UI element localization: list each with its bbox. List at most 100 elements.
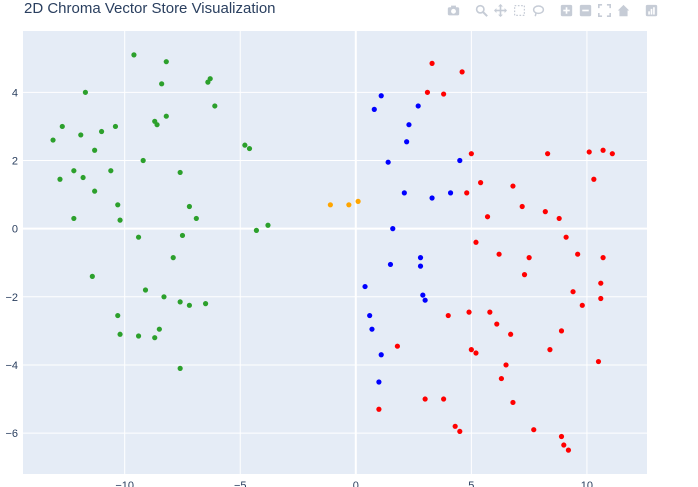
scatter-point[interactable] [385, 159, 391, 165]
scatter-point[interactable] [542, 209, 548, 215]
scatter-point[interactable] [441, 396, 447, 402]
pan-icon[interactable] [492, 2, 508, 18]
scatter-point[interactable] [468, 347, 474, 353]
scatter-point[interactable] [115, 202, 121, 208]
scatter-point[interactable] [422, 297, 428, 303]
scatter-point[interactable] [510, 399, 516, 406]
scatter-point[interactable] [253, 227, 260, 233]
plotly-logo-icon[interactable] [643, 2, 659, 18]
scatter-point[interactable] [496, 251, 502, 257]
scatter-point[interactable] [115, 312, 121, 319]
scatter-point[interactable] [464, 190, 470, 196]
scatter-point[interactable] [570, 289, 576, 295]
scatter-point[interactable] [609, 151, 615, 157]
scatter-point[interactable] [179, 232, 186, 239]
scatter-point[interactable] [378, 352, 384, 358]
scatter-point[interactable] [202, 301, 209, 307]
scatter-point[interactable] [156, 326, 162, 332]
scatter-point[interactable] [327, 202, 333, 208]
scatter-point[interactable] [135, 234, 142, 240]
zoom-icon[interactable] [473, 2, 489, 18]
lasso-select-icon[interactable] [530, 2, 546, 18]
scatter-point[interactable] [82, 89, 88, 95]
scatter-point[interactable] [556, 215, 562, 222]
scatter-point[interactable] [417, 255, 424, 261]
scatter-point[interactable] [565, 447, 572, 453]
scatter-point[interactable] [558, 328, 565, 334]
scatter-point[interactable] [598, 295, 604, 302]
scatter-point[interactable] [484, 214, 491, 220]
scatter-point[interactable] [457, 428, 463, 435]
scatter-point[interactable] [519, 203, 525, 210]
scatter-point[interactable] [193, 215, 199, 222]
scatter-point[interactable] [154, 122, 160, 128]
zoom-in-icon[interactable] [558, 2, 574, 18]
scatter-point[interactable] [92, 188, 98, 194]
scatter-point[interactable] [445, 312, 451, 319]
scatter-point[interactable] [394, 343, 400, 349]
scatter-point[interactable] [401, 190, 407, 196]
scatter-point[interactable] [510, 183, 516, 189]
scatter-point[interactable] [387, 261, 394, 268]
scatter-point[interactable] [242, 142, 248, 148]
scatter-point[interactable] [142, 287, 149, 293]
scatter-point[interactable] [420, 292, 426, 298]
scatter-point[interactable] [376, 406, 382, 412]
scatter-point[interactable] [152, 335, 158, 341]
scatter-point[interactable] [591, 176, 597, 182]
scatter-point[interactable] [117, 331, 123, 337]
scatter-point[interactable] [457, 157, 463, 164]
camera-icon[interactable] [445, 2, 461, 18]
scatter-point[interactable] [494, 321, 500, 327]
scatter-point[interactable] [98, 128, 105, 135]
scatter-point[interactable] [429, 195, 435, 201]
scatter-point[interactable] [50, 137, 56, 143]
scatter-point[interactable] [57, 176, 63, 182]
scatter-point[interactable] [595, 358, 602, 365]
scatter-point[interactable] [159, 81, 165, 87]
scatter-point[interactable] [390, 226, 396, 232]
scatter-point[interactable] [498, 375, 504, 382]
scatter-point[interactable] [508, 331, 514, 337]
scatter-point[interactable] [406, 122, 412, 128]
scatter-point[interactable] [92, 147, 98, 153]
scatter-point[interactable] [531, 427, 537, 433]
scatter-point[interactable] [71, 215, 77, 222]
scatter-point[interactable] [161, 294, 167, 300]
scatter-point[interactable] [367, 312, 373, 319]
scatter-point[interactable] [163, 59, 169, 65]
zoom-out-icon[interactable] [577, 2, 593, 18]
scatter-point[interactable] [265, 222, 271, 228]
scatter-point[interactable] [579, 302, 585, 308]
scatter-point[interactable] [415, 103, 421, 109]
scatter-point[interactable] [80, 174, 86, 181]
scatter-point[interactable] [575, 251, 581, 257]
scatter-point[interactable] [558, 433, 565, 440]
scatter-point[interactable] [422, 396, 428, 402]
scatter-point[interactable] [526, 255, 532, 261]
scatter-point[interactable] [78, 132, 84, 138]
scatter-point[interactable] [478, 180, 484, 186]
scatter-point[interactable] [376, 379, 382, 385]
scatter-point[interactable] [371, 106, 377, 112]
scatter-point[interactable] [186, 203, 192, 210]
scatter-point[interactable] [369, 326, 375, 332]
scatter-point[interactable] [452, 423, 458, 429]
scatter-point[interactable] [140, 157, 146, 164]
autoscale-icon[interactable] [596, 2, 612, 18]
scatter-point[interactable] [362, 283, 368, 290]
scatter-point[interactable] [131, 52, 137, 58]
reset-axes-icon[interactable] [615, 2, 631, 18]
scatter-point[interactable] [89, 273, 95, 279]
scatter-point[interactable] [170, 255, 176, 261]
scatter-point[interactable] [459, 69, 465, 75]
scatter-point[interactable] [441, 91, 447, 97]
box-select-icon[interactable] [511, 2, 527, 18]
scatter-point[interactable] [404, 139, 410, 145]
scatter-point[interactable] [177, 365, 183, 371]
scatter-point[interactable] [473, 350, 479, 356]
scatter-point[interactable] [545, 151, 551, 157]
scatter-point[interactable] [429, 60, 435, 66]
scatter-point[interactable] [468, 151, 474, 157]
scatter-point[interactable] [447, 190, 454, 196]
